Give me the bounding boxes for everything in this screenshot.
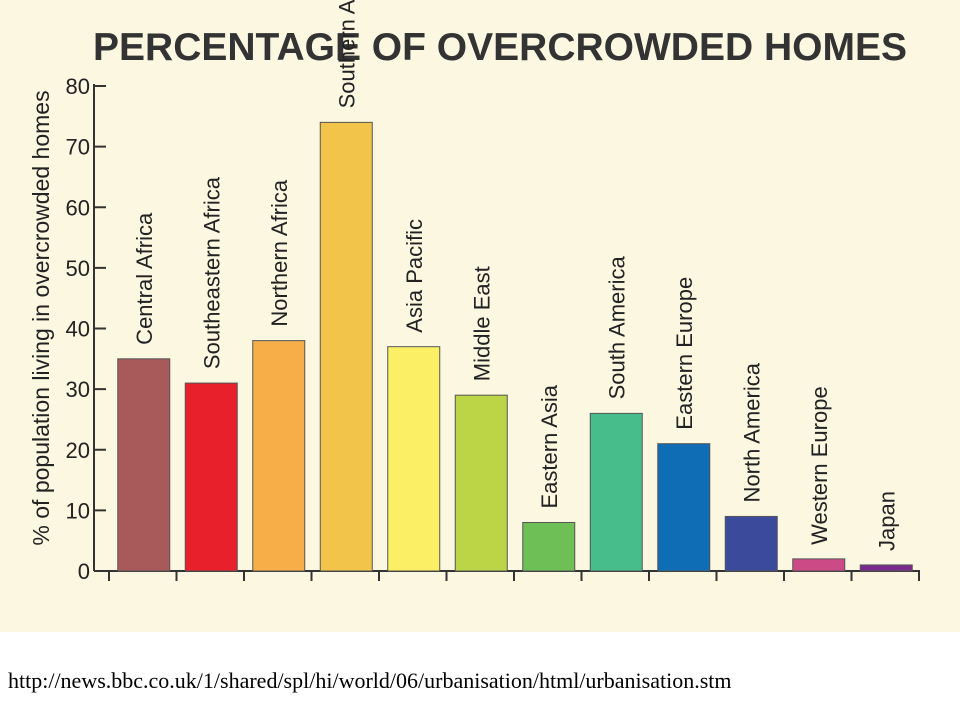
- category-label: Northern Africa: [267, 179, 292, 326]
- category-label: North America: [739, 362, 764, 502]
- category-label: South America: [604, 256, 629, 400]
- bar: [522, 522, 576, 572]
- y-tick-label: 70: [66, 135, 90, 160]
- y-tick-label: 40: [66, 317, 90, 342]
- bar: [387, 346, 441, 572]
- chart-title: PERCENTAGE OF OVERCROWDED HOMES: [93, 26, 907, 69]
- category-label: Eastern Europe: [672, 277, 697, 430]
- category-label: Southeastern Africa: [199, 176, 224, 369]
- category-labels: Central Africa Southeastern Africa Norther…: [132, 0, 900, 551]
- bar: [657, 443, 711, 572]
- bar: [319, 121, 373, 572]
- y-axis-label: % of population living in overcrowded ho…: [28, 90, 54, 545]
- category-label: Southern Asia: [334, 0, 359, 108]
- bar: [184, 382, 238, 572]
- bar: [859, 564, 913, 572]
- bar: [117, 358, 171, 572]
- bar-chart: PERCENTAGE OF OVERCROWDED HOMES % of pop…: [28, 0, 920, 584]
- category-label: Central Africa: [132, 212, 157, 345]
- category-label: Japan: [874, 491, 899, 551]
- y-tick-label: 60: [66, 195, 90, 220]
- y-tick-label: 0: [78, 559, 90, 584]
- bar: [454, 394, 508, 572]
- y-tick-label: 80: [66, 74, 90, 99]
- category-label: Middle East: [469, 266, 494, 381]
- y-tick-label: 50: [66, 256, 90, 281]
- y-tick-label: 20: [66, 438, 90, 463]
- y-tick-label: 30: [66, 377, 90, 402]
- bar: [589, 412, 643, 572]
- bars: [117, 121, 913, 572]
- category-label: Asia Pacific: [402, 219, 427, 333]
- chart-panel: PERCENTAGE OF OVERCROWDED HOMES % of pop…: [0, 0, 960, 632]
- source-url[interactable]: http://news.bbc.co.uk/1/shared/spl/hi/wo…: [8, 668, 732, 693]
- category-label: Eastern Asia: [537, 384, 562, 508]
- y-tick-label: 10: [66, 498, 90, 523]
- category-label: Western Europe: [807, 386, 832, 545]
- bar: [792, 558, 846, 572]
- bar: [252, 340, 306, 572]
- bar: [724, 515, 778, 572]
